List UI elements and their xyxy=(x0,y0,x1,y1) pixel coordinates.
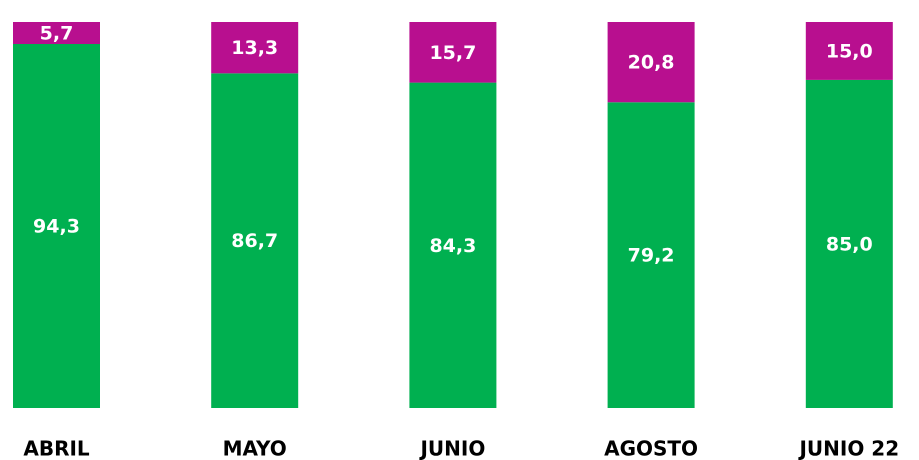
data-label: 20,8 xyxy=(628,52,675,74)
data-label: 15,7 xyxy=(429,42,476,64)
data-label: 15,0 xyxy=(826,40,873,62)
bar-segment xyxy=(211,73,299,408)
data-label: 94,3 xyxy=(33,216,80,238)
bar-segment xyxy=(13,22,100,45)
x-tick-label: AGOSTO xyxy=(604,437,698,460)
data-label: 5,7 xyxy=(40,23,74,45)
x-tick-label: ABRIL xyxy=(23,437,90,460)
data-label: 86,7 xyxy=(231,230,278,252)
x-tick-label: JUNIO xyxy=(418,437,485,460)
data-label: 85,0 xyxy=(826,233,873,255)
bar-segment xyxy=(805,22,893,80)
bar-segment xyxy=(409,82,497,409)
data-label: 13,3 xyxy=(231,37,278,59)
x-tick-label: MAYO xyxy=(223,437,287,460)
bar-segment xyxy=(13,44,100,408)
bar-segment xyxy=(409,22,497,83)
data-label: 84,3 xyxy=(429,235,476,257)
bar-segment xyxy=(607,22,695,103)
bar-segment xyxy=(805,79,893,409)
x-tick-label: JUNIO 22 xyxy=(797,437,899,460)
bar-segment xyxy=(607,102,695,409)
bar-segment xyxy=(211,22,299,74)
data-label: 79,2 xyxy=(628,245,675,267)
